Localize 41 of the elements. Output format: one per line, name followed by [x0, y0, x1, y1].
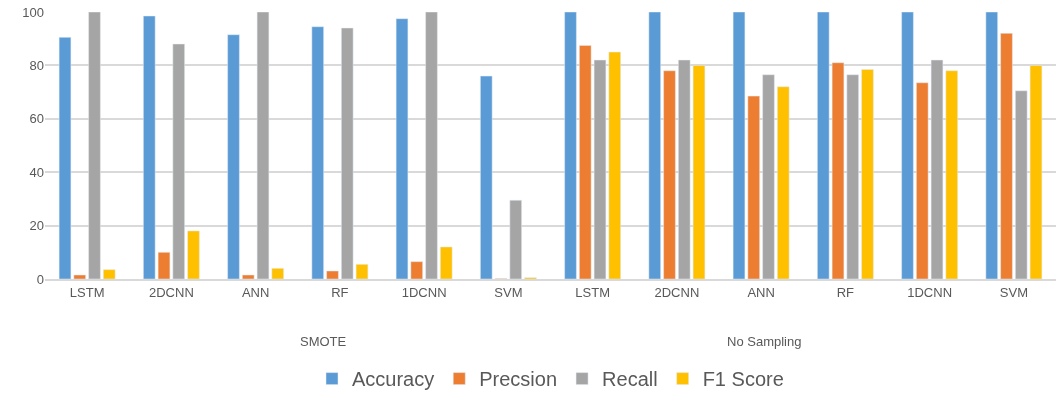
x-tick-label: ANN: [747, 284, 775, 300]
bar: [311, 26, 324, 279]
legend-label: Accuracy: [352, 368, 435, 391]
x-tick-label: LSTM: [69, 284, 105, 300]
bar: [663, 70, 676, 279]
x-tick-label: 1DCNN: [401, 284, 447, 300]
text: SMOTE: [300, 334, 347, 349]
legend-label: Precsion: [479, 368, 558, 391]
y-tick-label: 0: [36, 271, 44, 287]
bar: [564, 12, 577, 279]
bar: [187, 230, 200, 279]
x-tick-label: LSTM: [575, 284, 610, 300]
bar: [901, 12, 914, 279]
bar: [762, 74, 775, 279]
y-tick-label: 60: [29, 111, 44, 127]
text: No Sampling: [727, 334, 802, 349]
bar: [985, 12, 998, 279]
bar: [103, 269, 116, 279]
legend-label: F1 Score: [702, 368, 784, 391]
y-tick-label: 100: [22, 4, 44, 20]
bar: [425, 12, 438, 279]
bar: [777, 86, 790, 279]
bar: [1000, 33, 1013, 279]
bar: [326, 270, 339, 279]
x-tick-label: 2DCNN: [148, 284, 194, 300]
x-tick-label: 2DCNN: [654, 284, 700, 300]
x-tick-label: 1DCNN: [907, 284, 953, 300]
y-tick-label: 40: [29, 164, 44, 180]
legend-label: Recall: [602, 368, 658, 391]
bar: [861, 69, 874, 279]
y-tick-label: 20: [29, 218, 44, 234]
bar: [440, 246, 453, 279]
x-tick-label: SVM: [999, 284, 1028, 300]
x-tick-label: RF: [331, 284, 349, 300]
bar: [648, 12, 661, 279]
y-tick-label: 80: [29, 57, 44, 73]
x-tick-label: ANN: [241, 284, 270, 300]
x-tick-label: SVM: [494, 284, 523, 300]
x-tick-label: RF: [836, 284, 855, 300]
bar: [88, 12, 101, 279]
bar: [227, 34, 240, 279]
